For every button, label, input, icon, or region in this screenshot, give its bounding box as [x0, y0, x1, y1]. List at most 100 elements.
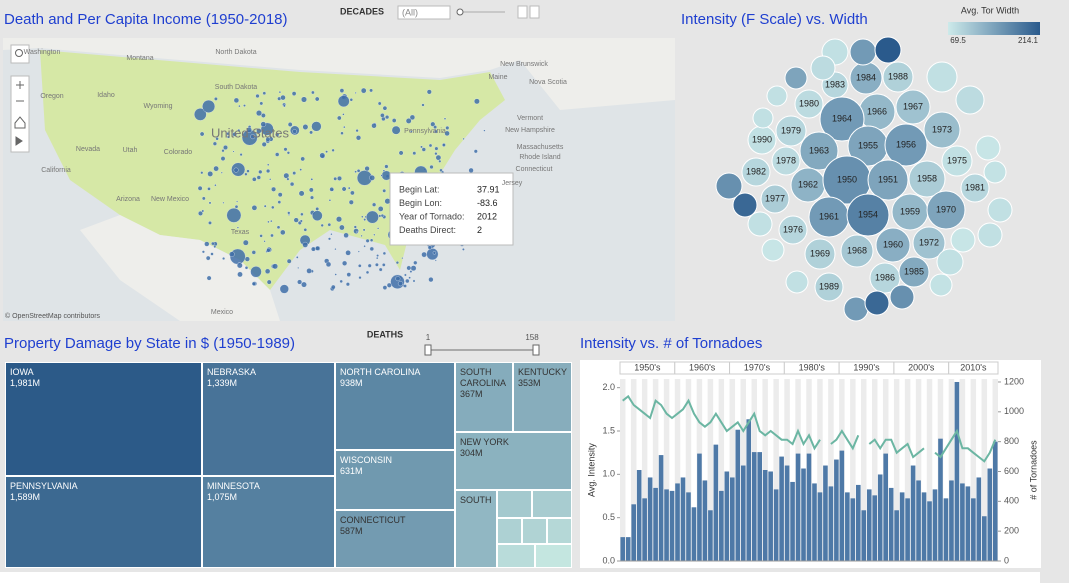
map-dot: [378, 214, 382, 218]
bubble-label: 1961: [819, 211, 839, 221]
bubble: [752, 107, 774, 129]
map-dot: [428, 277, 434, 283]
bar: [642, 498, 647, 561]
slider-handle[interactable]: [456, 8, 464, 16]
map-dot: [398, 150, 404, 156]
map-dot: [372, 202, 377, 207]
map-dot: [205, 255, 211, 261]
map-dot: [306, 268, 312, 274]
bar: [773, 489, 779, 561]
bubble: [950, 227, 976, 253]
map-dot: [232, 150, 235, 153]
map-dot: [243, 104, 246, 107]
map-dot: [315, 245, 320, 251]
place-label: North Dakota: [215, 49, 256, 56]
map-dot: [426, 248, 439, 261]
bubble: [987, 197, 1013, 223]
bar: [910, 465, 916, 561]
map-dot: [406, 265, 412, 271]
map-dot: [286, 151, 290, 155]
map-dot: [395, 276, 401, 282]
bubble: [975, 135, 1001, 161]
bar: [658, 455, 664, 561]
place-label: Maine: [488, 74, 507, 81]
zoom-controls[interactable]: [10, 75, 30, 153]
bar: [987, 468, 993, 561]
next-button[interactable]: [529, 5, 540, 19]
map-dot: [434, 146, 439, 151]
bubble-label: 1970: [936, 204, 956, 214]
map-dot: [382, 263, 386, 267]
treemap-cell: NEBRASKA 1,339M: [202, 362, 335, 476]
map-dot: [401, 257, 404, 260]
cell-value: 1,981M: [10, 378, 41, 388]
map-dot: [208, 201, 212, 205]
cell-label: CONNECTICUT: [340, 515, 406, 525]
bubble: [760, 184, 790, 214]
map-dot: [277, 200, 282, 204]
map-dot: [330, 233, 333, 236]
bubble-label: 1967: [903, 101, 923, 111]
map-dot: [220, 171, 223, 174]
prev-button[interactable]: [517, 5, 528, 19]
map-dot: [327, 222, 332, 227]
bar: [982, 516, 987, 561]
map-dot: [444, 130, 450, 137]
bar: [751, 452, 757, 561]
map-dot: [250, 266, 262, 278]
map-dot: [328, 199, 332, 202]
map-dot: [369, 246, 374, 252]
year-band: [707, 379, 714, 561]
map-dot: [384, 198, 391, 205]
map-dot: [237, 271, 243, 278]
map-dot: [353, 225, 357, 229]
map-dot: [201, 250, 205, 254]
map-dot: [319, 152, 326, 159]
line: [622, 394, 997, 463]
bubble: [955, 85, 985, 115]
map-dot: [336, 216, 342, 223]
map-dot: [297, 279, 303, 285]
dropdown[interactable]: [397, 5, 451, 20]
treemap-cell: [532, 490, 572, 518]
bar: [680, 477, 686, 561]
cell-value: 1,075M: [207, 492, 238, 502]
bubble-label: 1958: [917, 173, 937, 183]
bar: [850, 498, 856, 561]
map-dot: [207, 187, 211, 191]
dropdown-value: (All): [402, 7, 418, 17]
map-dot: [296, 256, 299, 259]
bubble: [895, 89, 931, 125]
bubble-label: 1966: [867, 106, 887, 116]
bubble-label: 1975: [947, 155, 967, 165]
search-button[interactable]: [10, 44, 30, 64]
map-dot: [366, 210, 379, 224]
bubble: [814, 272, 844, 302]
year-band: [915, 379, 922, 561]
bar: [905, 498, 910, 561]
map-dot: [226, 135, 231, 139]
y2-axis-title: # of Tornadoes: [1028, 440, 1038, 500]
bubble-label: 1960: [883, 239, 903, 249]
year-band: [817, 379, 823, 561]
decade-label: 2000's: [908, 362, 935, 372]
year-band: [685, 379, 692, 561]
bubble-label: 1963: [809, 145, 829, 155]
bubble: [810, 55, 836, 81]
map-dot: [474, 98, 480, 105]
map-dot: [302, 124, 309, 130]
map-dot: [283, 104, 286, 108]
cell-label: PENNSYLVANIA: [10, 481, 78, 491]
map-dot: [286, 258, 292, 264]
bar: [620, 537, 626, 561]
slider-handle[interactable]: [532, 344, 540, 356]
bar: [949, 480, 954, 561]
map-dot: [292, 171, 297, 175]
slider-handle[interactable]: [424, 344, 432, 356]
map-dot: [204, 241, 210, 247]
map-dot: [200, 171, 204, 175]
map-dot: [382, 188, 387, 193]
map-dot: [343, 125, 346, 129]
bubble-label: 1984: [856, 72, 876, 82]
